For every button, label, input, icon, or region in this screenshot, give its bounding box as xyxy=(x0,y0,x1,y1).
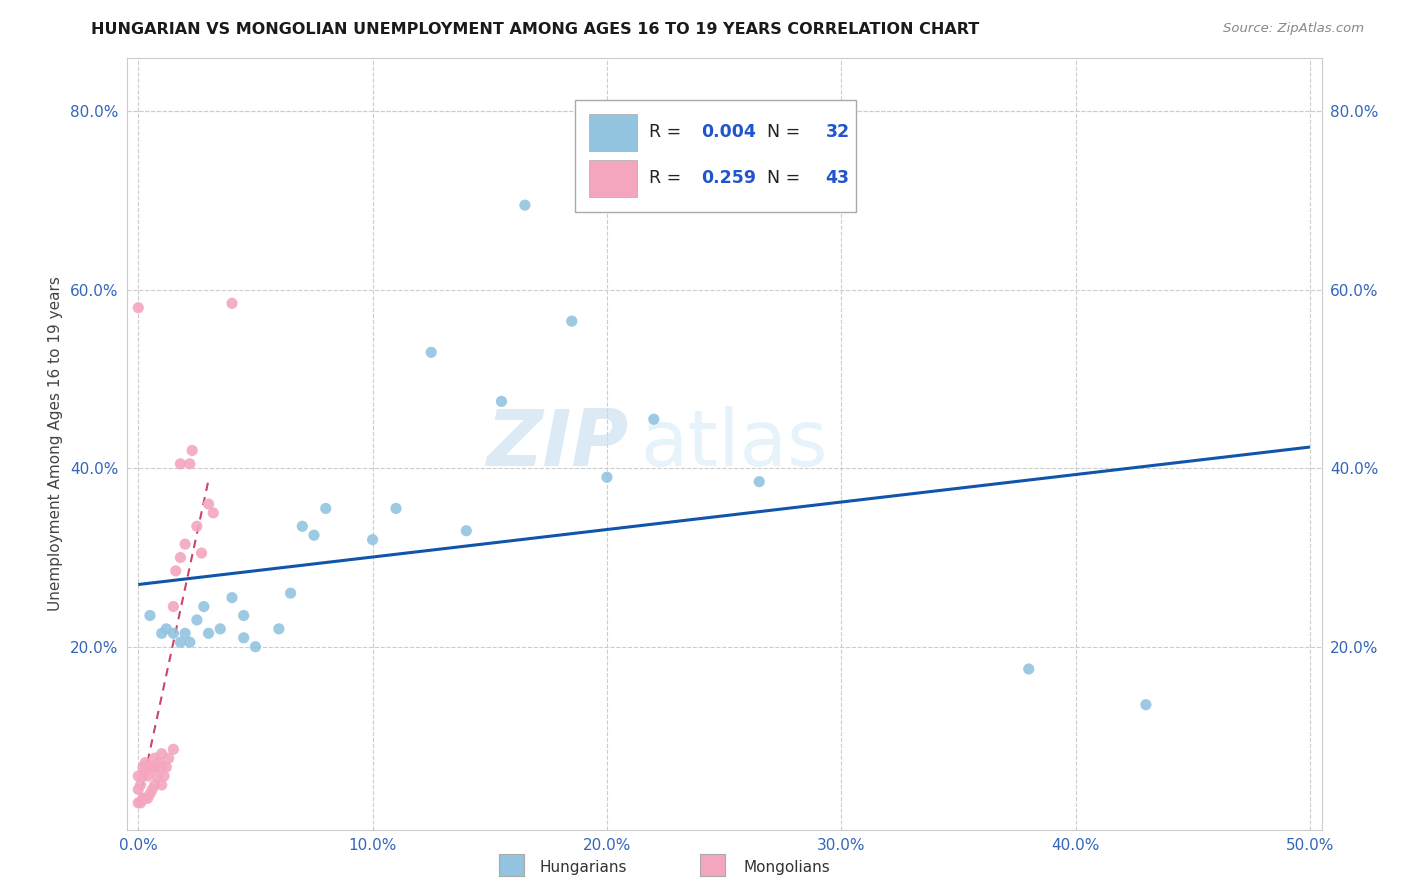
Text: ZIP: ZIP xyxy=(486,406,628,482)
Point xyxy=(169,457,191,471)
Point xyxy=(174,626,197,640)
Text: R =: R = xyxy=(648,169,686,187)
Point xyxy=(169,635,191,649)
Point xyxy=(143,760,166,774)
Point xyxy=(139,787,162,801)
Point xyxy=(291,519,314,533)
Point xyxy=(221,591,243,605)
Point xyxy=(134,764,156,779)
Point xyxy=(139,760,162,774)
Point xyxy=(643,412,665,426)
Text: 43: 43 xyxy=(825,169,849,187)
Point xyxy=(245,640,267,654)
Point xyxy=(134,791,156,805)
Point xyxy=(197,497,219,511)
Text: N =: N = xyxy=(756,123,806,141)
Text: Source: ZipAtlas.com: Source: ZipAtlas.com xyxy=(1223,22,1364,36)
Text: 0.259: 0.259 xyxy=(702,169,756,187)
Point xyxy=(302,528,325,542)
Point xyxy=(361,533,384,547)
Point xyxy=(186,613,208,627)
Point xyxy=(561,314,583,328)
Point xyxy=(456,524,478,538)
Point xyxy=(136,791,159,805)
Text: HUNGARIAN VS MONGOLIAN UNEMPLOYMENT AMONG AGES 16 TO 19 YEARS CORRELATION CHART: HUNGARIAN VS MONGOLIAN UNEMPLOYMENT AMON… xyxy=(91,22,980,37)
Point xyxy=(174,537,197,551)
Point xyxy=(179,457,201,471)
Point xyxy=(186,519,208,533)
Point xyxy=(153,769,176,783)
Point xyxy=(169,550,191,565)
Point xyxy=(150,747,173,761)
Point xyxy=(162,626,184,640)
Point xyxy=(202,506,225,520)
Point xyxy=(221,296,243,310)
Text: 32: 32 xyxy=(825,123,849,141)
Point xyxy=(267,622,290,636)
Point xyxy=(139,608,162,623)
Point xyxy=(143,751,166,765)
Point xyxy=(148,756,170,770)
Point xyxy=(209,622,232,636)
Point xyxy=(127,796,149,810)
Text: R =: R = xyxy=(648,123,686,141)
Point xyxy=(162,742,184,756)
Point xyxy=(127,782,149,797)
Point xyxy=(232,608,254,623)
Point xyxy=(280,586,302,600)
Point xyxy=(1135,698,1157,712)
Text: Mongolians: Mongolians xyxy=(744,860,831,874)
Text: 0.004: 0.004 xyxy=(702,123,756,141)
Point xyxy=(141,782,163,797)
Point xyxy=(155,760,177,774)
Point xyxy=(141,760,163,774)
Text: N =: N = xyxy=(756,169,806,187)
FancyBboxPatch shape xyxy=(589,113,637,151)
Y-axis label: Unemployment Among Ages 16 to 19 years: Unemployment Among Ages 16 to 19 years xyxy=(48,277,63,611)
Point xyxy=(155,622,177,636)
Point xyxy=(162,599,184,614)
Point xyxy=(197,626,219,640)
Point xyxy=(181,443,204,458)
Point xyxy=(132,760,155,774)
Point xyxy=(150,760,173,774)
Point xyxy=(129,778,152,792)
Point xyxy=(132,769,155,783)
Text: atlas: atlas xyxy=(640,406,828,482)
Point xyxy=(136,769,159,783)
FancyBboxPatch shape xyxy=(575,101,855,212)
Point xyxy=(491,394,513,409)
Point xyxy=(165,564,187,578)
FancyBboxPatch shape xyxy=(589,160,637,197)
Point xyxy=(179,635,201,649)
Point xyxy=(136,760,159,774)
Point xyxy=(134,756,156,770)
Point xyxy=(127,301,149,315)
Point xyxy=(748,475,770,489)
Point xyxy=(190,546,212,560)
Point xyxy=(127,769,149,783)
Point xyxy=(420,345,443,359)
Point xyxy=(232,631,254,645)
Point xyxy=(143,778,166,792)
Point xyxy=(146,769,169,783)
Point xyxy=(193,599,215,614)
Point xyxy=(596,470,619,484)
Text: Hungarians: Hungarians xyxy=(540,860,627,874)
Point xyxy=(1018,662,1040,676)
Point xyxy=(157,751,180,765)
Point xyxy=(129,796,152,810)
Point xyxy=(150,778,173,792)
Point xyxy=(385,501,408,516)
Point xyxy=(513,198,536,212)
Point xyxy=(150,626,173,640)
Point xyxy=(132,791,155,805)
Point xyxy=(315,501,337,516)
